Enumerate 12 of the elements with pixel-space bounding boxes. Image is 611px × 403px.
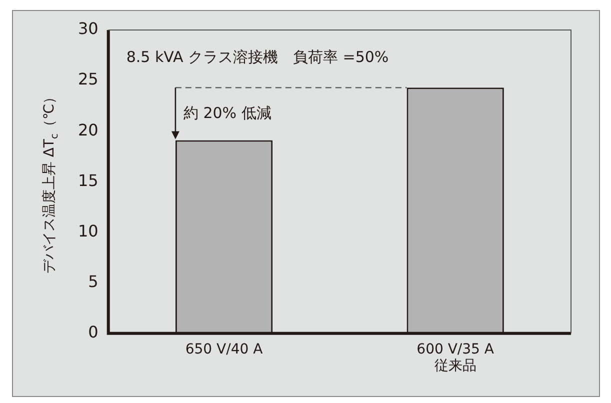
annotation: 8.5 kVA クラス溶接機 負荷率 =50%: [126, 48, 389, 66]
x-tick-label: 600 V/35 A 従来品: [416, 341, 494, 374]
y-tick-label: 30: [78, 19, 98, 38]
y-tick-label: 20: [78, 120, 98, 140]
y-tick-label: 0: [88, 322, 98, 342]
y-tick-label: 5: [88, 272, 98, 291]
y-tick-label: 25: [78, 70, 98, 89]
y-tick-label: 10: [78, 221, 98, 240]
ref-line-label: 約 20% 低減: [183, 104, 272, 122]
y-tick-label: 15: [78, 170, 98, 190]
x-tick-label: 650 V/40 A: [185, 341, 264, 358]
y-axis-title: デバイス温度上昇 ΔTc（℃）: [42, 90, 61, 274]
